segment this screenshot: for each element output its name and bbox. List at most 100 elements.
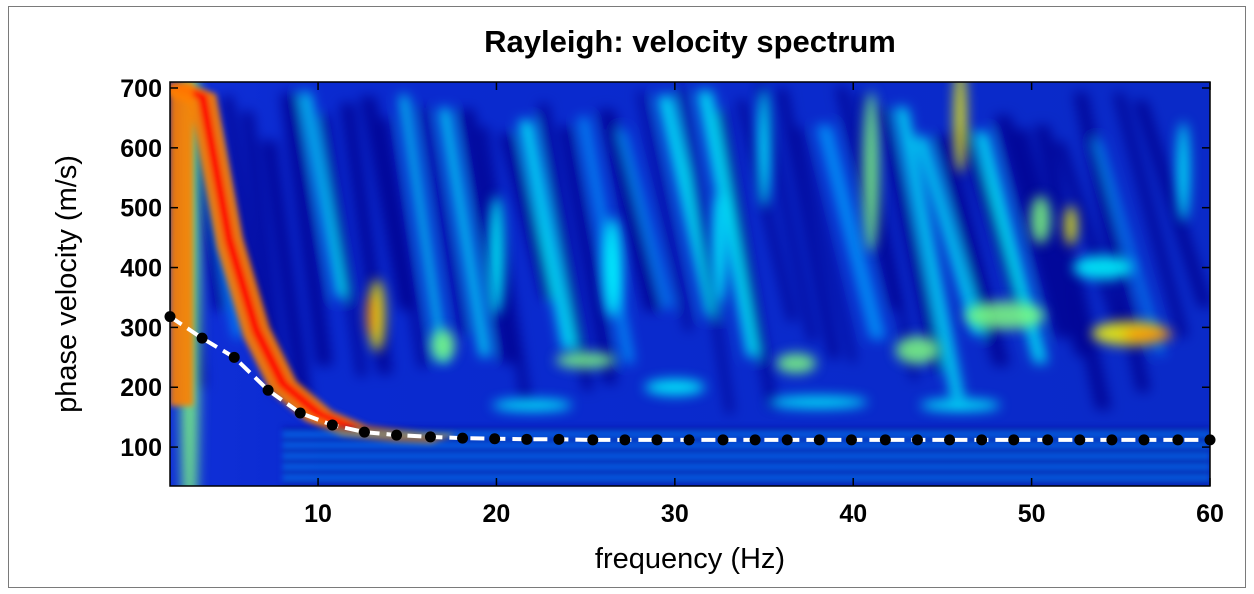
spectrum-stripe (894, 107, 965, 402)
picked-point (813, 434, 825, 446)
spectrum-stripe (220, 96, 267, 336)
spectrum-low-band (282, 481, 1210, 486)
spectrum-low-band (282, 443, 1210, 448)
y-tick-label: 400 (120, 255, 162, 283)
spectrum-stripe (617, 129, 674, 309)
spectrum-stripe (815, 125, 887, 340)
picked-point (294, 407, 306, 419)
spectrum-stripe (1093, 139, 1165, 355)
picked-dispersion-points (164, 311, 1216, 446)
fundamental-mode-ridge (170, 82, 457, 444)
picked-point (879, 434, 891, 446)
y-tick-label: 700 (120, 75, 162, 103)
spectrum-stripe (1132, 100, 1210, 308)
spectrum-low-band (282, 475, 1210, 480)
fundamental-mode-core (170, 82, 359, 432)
spectrum-energy-blob (1122, 327, 1173, 342)
y-tick-label: 100 (120, 434, 162, 462)
spectrum-stripe (518, 120, 577, 350)
spectrum-stripe (736, 99, 798, 322)
picked-point (911, 434, 923, 446)
spectrum-low-band (282, 427, 1210, 432)
picked-point (358, 426, 370, 438)
spectrum-energy-blob (492, 399, 573, 412)
spectrum-energy-blob (1064, 205, 1077, 246)
spectrum-stripe (1112, 93, 1189, 338)
picked-point (1106, 434, 1118, 446)
spectrum-stripe (379, 118, 429, 368)
spectrum-stripe (498, 133, 557, 300)
spectrum-stripe (438, 108, 491, 357)
picked-point (553, 433, 565, 445)
spectrum-stripe (716, 111, 778, 409)
y-tick-label: 300 (120, 314, 162, 342)
spectrum-stripe (1073, 92, 1151, 392)
spectrum-stripe (319, 114, 367, 377)
spectrum-energy-blob (954, 82, 967, 173)
spectrum-stripe (1013, 128, 1090, 356)
x-tick-label: 40 (839, 500, 867, 528)
picked-point (683, 434, 695, 446)
spectrum-energy-blob (555, 352, 616, 369)
spectrum-energy-blob (644, 379, 705, 396)
picked-point (781, 434, 793, 446)
spectrum-energy-blob (430, 329, 455, 362)
x-axis: 10 20 30 40 50 60 (304, 82, 1224, 528)
spectrum-energy-blob (1177, 121, 1190, 222)
picked-point (164, 311, 176, 323)
spectrum-low-band (282, 448, 1210, 453)
picked-point (1042, 434, 1054, 446)
picked-point (1138, 434, 1150, 446)
spectrum-stripe (597, 109, 662, 312)
picked-point (326, 419, 338, 431)
spectrum-low-band (282, 464, 1210, 469)
picked-point (228, 351, 240, 363)
spectrum-stripe (419, 106, 468, 335)
spectrum-stripe (914, 136, 985, 335)
spectrum-energy-blob (767, 396, 868, 409)
spectrum-stripe (875, 108, 945, 371)
spectrum-stripe (458, 109, 517, 364)
picked-point (976, 434, 988, 446)
spectrum-stripe (399, 95, 448, 362)
spectrum-stripe (1033, 125, 1112, 410)
spectrum-energy-blob (964, 301, 1045, 330)
spectrum-stripe (557, 126, 618, 384)
x-tick-label: 20 (483, 500, 511, 528)
chart-title: Rayleigh: velocity spectrum (484, 24, 896, 59)
spectrum-stripe (795, 127, 857, 362)
picked-point (749, 434, 761, 446)
spectrum-stripe (240, 111, 288, 395)
spectrum-stripe (637, 91, 693, 332)
spectrum-stripe (1053, 141, 1129, 337)
y-axis-label: phase velocity (m/s) (51, 155, 83, 413)
spectrum-stripe (300, 92, 347, 298)
low-frequency-energy (170, 82, 194, 406)
x-tick-label: 60 (1196, 500, 1224, 528)
spectrum-low-band (282, 459, 1210, 464)
picked-point (1204, 434, 1216, 446)
picked-point (457, 432, 469, 444)
picked-point (619, 434, 631, 446)
spectrum-low-band (282, 470, 1210, 475)
spectrum-energy-blob (758, 87, 771, 208)
picked-point (1008, 434, 1020, 446)
spectrum-energy-blob (366, 293, 377, 338)
picked-point (651, 434, 663, 446)
spectrum-energy-blob (776, 353, 817, 374)
y-tick-label: 600 (120, 135, 162, 163)
spectrum-energy-blob (1072, 255, 1133, 280)
spectrum-energy-blob (488, 195, 505, 316)
x-tick-label: 10 (304, 500, 332, 528)
spectrum-stripe (696, 90, 763, 357)
spectrum-stripe (478, 126, 531, 401)
picked-point (717, 434, 729, 446)
spectrum-stripe (280, 93, 333, 366)
x-tick-label: 30 (661, 500, 689, 528)
plot-area-border (169, 81, 1211, 487)
spectrum-stripe (775, 88, 841, 359)
x-axis-label: frequency (Hz) (595, 543, 785, 575)
spectrum-stripe (260, 140, 313, 402)
picked-point (489, 433, 501, 445)
